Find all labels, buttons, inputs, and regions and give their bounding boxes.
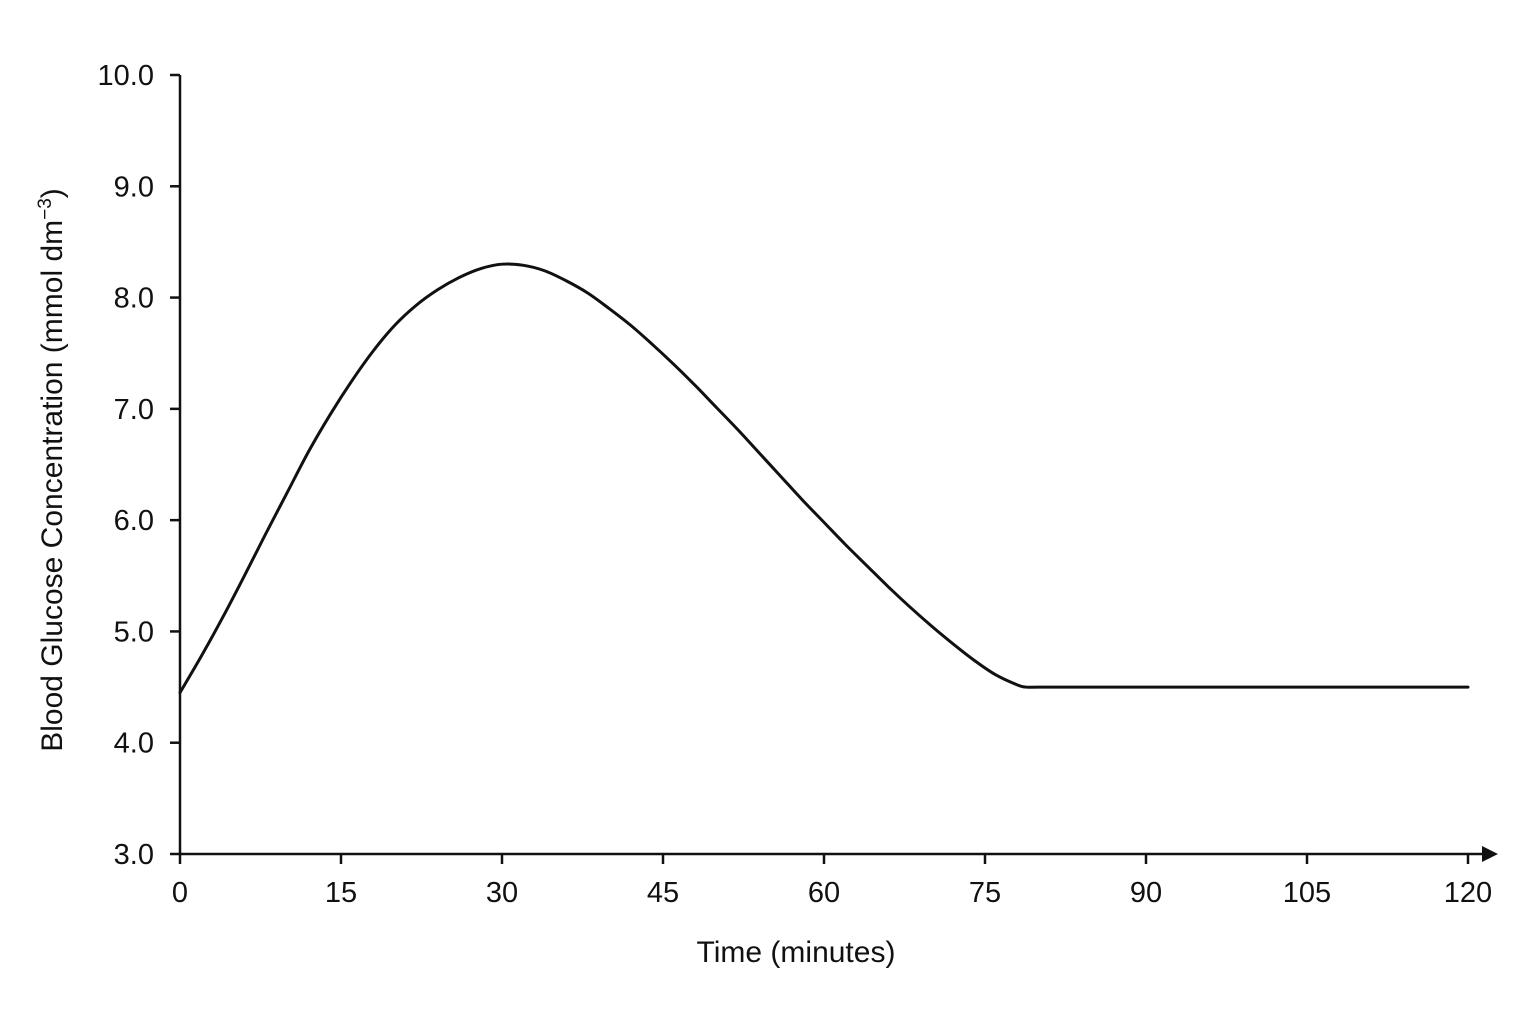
x-tick-label: 105 [1283, 877, 1331, 909]
x-tick-label: 0 [172, 877, 188, 909]
x-tick-label: 30 [486, 877, 518, 909]
x-axis-title: Time (minutes) [697, 936, 896, 969]
y-tick-label: 7.0 [114, 394, 154, 426]
y-tick-label: 9.0 [114, 171, 154, 203]
y-axis-title-main: Blood Glucose Concentration (mmol dm [36, 220, 69, 752]
series-layer [178, 262, 1470, 695]
y-tick-label: 3.0 [114, 839, 154, 871]
y-axis: 3.0 4.0 5.0 6.0 7.0 8.0 9.0 10.0 [98, 60, 182, 871]
y-axis-title: Blood Glucose Concentration (mmol dm−3) [35, 188, 69, 752]
y-tick-label: 4.0 [114, 728, 154, 760]
x-tick-label: 120 [1444, 877, 1492, 909]
x-tick-label: 90 [1130, 877, 1162, 909]
y-tick-label: 6.0 [114, 505, 154, 537]
y-tick-label: 8.0 [114, 283, 154, 315]
y-axis-title-closing: ) [36, 188, 69, 198]
y-tick-label: 5.0 [114, 616, 154, 648]
x-tick-label: 45 [647, 877, 679, 909]
y-tick-label: 10.0 [98, 60, 154, 92]
x-axis-arrow-icon [1482, 846, 1498, 862]
x-tick-label: 75 [969, 877, 1001, 909]
x-tick-label: 15 [325, 877, 357, 909]
glucose-series-line [178, 262, 1470, 695]
x-tick-label: 60 [808, 877, 840, 909]
y-axis-title-superscript: −3 [35, 198, 56, 220]
x-axis: 0 15 30 45 60 75 90 105 120 [172, 846, 1498, 909]
